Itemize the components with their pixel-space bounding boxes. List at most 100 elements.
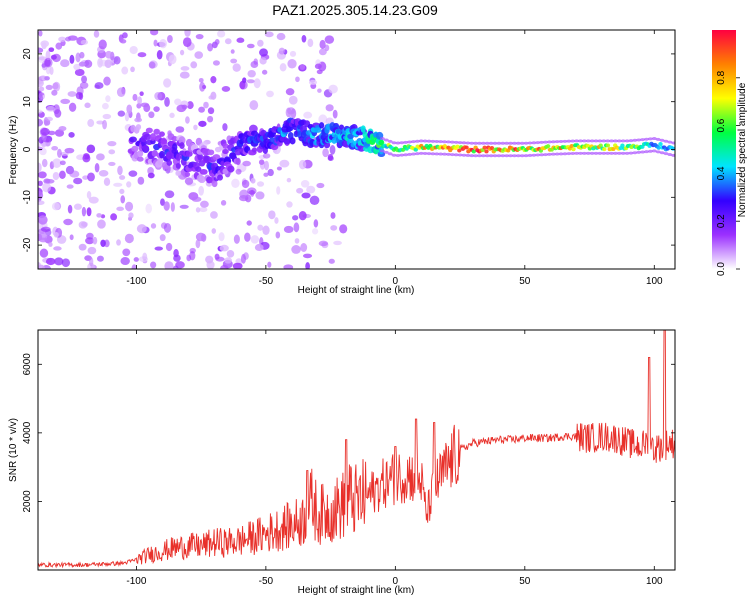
spectrogram-halo-blob <box>504 154 510 158</box>
spectrogram-noise-blob <box>54 129 65 137</box>
spectrogram-noise-blob <box>102 102 109 110</box>
spectrogram-noise-blob <box>82 154 91 163</box>
spectrogram-halo-blob <box>554 152 560 156</box>
spectrogram-noise-blob <box>96 153 105 161</box>
spectrogram-noise-blob <box>150 30 159 36</box>
spectrogram-halo-blob <box>508 141 514 145</box>
spectrogram-noise-blob <box>66 184 74 189</box>
spectrogram-halo-blob <box>461 153 467 157</box>
spectrogram-ridge-blob <box>179 142 185 149</box>
spectrogram-noise-blob <box>117 110 126 117</box>
spectrogram-noise-blob <box>241 179 250 189</box>
spectrogram-noise-blob <box>116 206 124 212</box>
spectrogram-noise-blob <box>210 91 217 100</box>
spectrogram-halo-blob <box>426 139 432 143</box>
snr-x-tick-label: -50 <box>259 576 274 587</box>
spectrogram-halo-blob <box>640 138 646 142</box>
spectrogram-noise-blob <box>116 87 126 97</box>
spectrogram-noise-blob <box>261 69 268 75</box>
spectrogram-noise-blob <box>81 75 87 84</box>
snr-frame <box>37 329 676 571</box>
spectrogram-noise-blob <box>190 61 198 69</box>
spectrogram-x-ticks: -100 -50 0 50 100 <box>126 30 663 287</box>
spectrogram-noise-blob <box>264 160 270 171</box>
spectrogram-noise-blob <box>318 114 328 125</box>
spectrogram-noise-blob <box>289 50 297 57</box>
spectrogram-noise-blob <box>205 255 214 264</box>
spectrogram-noise-blob <box>258 159 265 165</box>
spectrogram-noise-blob <box>97 57 103 68</box>
spectrogram-ridge-blob <box>338 124 345 130</box>
spectrogram-noise-blob <box>136 224 147 234</box>
spectrogram-halo-blob <box>480 154 486 158</box>
spectrogram-noise-blob <box>154 91 163 101</box>
spectrogram-x-label: Height of straight line (km) <box>298 285 415 296</box>
spectrogram-halo-blob <box>597 139 603 143</box>
spectrogram-noise-blob <box>110 213 118 221</box>
spectrogram-noise-blob <box>81 206 87 217</box>
spectrogram-noise-blob <box>250 60 259 69</box>
spectrogram-noise-blob <box>89 257 94 267</box>
spectrogram-halo-blob <box>527 153 533 157</box>
spectrogram-halo-blob <box>632 151 638 155</box>
spectrogram-noise-blob <box>198 185 204 196</box>
spectrogram-noise-blob <box>105 50 113 59</box>
spectrogram-noise-blob <box>67 35 78 41</box>
spectrogram-noise-blob <box>38 30 43 37</box>
snr-panel: -100 -50 0 50 100 2000 4000 6000 Height of str… <box>8 329 676 596</box>
spectrogram-ridge-blob <box>153 128 160 135</box>
spectrogram-noise-blob <box>291 245 301 254</box>
snr-x-tick-label: 100 <box>646 576 663 587</box>
spectrogram-noise-blob <box>133 257 140 262</box>
spectrogram-halo-blob <box>387 152 393 156</box>
spectrogram-noise-blob <box>69 234 74 241</box>
spectrogram-noise-blob <box>262 225 270 235</box>
spectrogram-halo-blob <box>647 137 653 141</box>
spectrogram-ridge-blob <box>185 150 193 157</box>
spectrogram-noise-blob <box>313 219 319 228</box>
colorbar-tick-label: 0.8 <box>716 70 727 84</box>
spectrogram-halo-blob <box>442 140 448 144</box>
spectrogram-noise-blob <box>246 79 255 84</box>
spectrogram-halo-blob <box>511 141 517 145</box>
spectrogram-halo-blob <box>391 141 397 145</box>
spectrogram-noise-blob <box>257 39 264 47</box>
spec-x-tick-label: -50 <box>259 276 274 287</box>
spectrogram-noise-blob <box>147 172 155 179</box>
spectrogram-noise-blob <box>195 232 206 242</box>
spectrogram-ridge-blob <box>175 162 181 169</box>
spectrogram-ridge-blob <box>620 143 625 148</box>
spectrogram-noise-blob <box>276 186 281 195</box>
spectrogram-noise-blob <box>79 81 89 89</box>
spectrogram-noise-blob <box>87 172 95 182</box>
spectrogram-noise-blob <box>317 88 322 93</box>
spectrogram-halo-blob <box>531 153 537 157</box>
spectrogram-ridge-blob <box>198 175 206 184</box>
spectrogram-noise-blob <box>44 178 55 184</box>
spectrogram-noise-blob <box>179 71 190 79</box>
spectrogram-noise-blob <box>300 179 310 188</box>
spectrogram-halo-blob <box>391 153 397 157</box>
spectrogram-halo-blob <box>515 141 521 145</box>
spectrogram-noise-blob <box>131 264 137 269</box>
spectrogram-noise-blob <box>267 168 274 177</box>
spectrogram-halo-blob <box>476 154 482 158</box>
spectrogram-halo-blob <box>636 150 642 154</box>
spectrogram-halo-blob <box>383 150 389 154</box>
spectrogram-noise-blob <box>332 109 338 119</box>
spectrogram-halo-blob <box>651 149 657 153</box>
spectrogram-halo-blob <box>589 139 595 143</box>
spectrogram-noise-blob <box>80 39 88 45</box>
spectrogram-halo-blob <box>620 139 626 143</box>
spectrogram-noise-blob <box>163 78 172 88</box>
spectrogram-ridge-blob <box>489 146 495 151</box>
spectrogram-noise-blob <box>67 91 77 97</box>
colorbar-tick-label: 0.2 <box>716 214 727 228</box>
spectrogram-halo-blob <box>453 140 459 144</box>
spectrogram-noise-blob <box>286 201 293 208</box>
spectrogram-noise-blob <box>108 149 116 155</box>
spectrogram-noise-blob <box>193 124 198 131</box>
spectrogram-noise-blob <box>68 102 77 112</box>
spectrogram-ridge-blob <box>360 125 366 133</box>
spectrogram-ridge-blob <box>471 149 477 154</box>
